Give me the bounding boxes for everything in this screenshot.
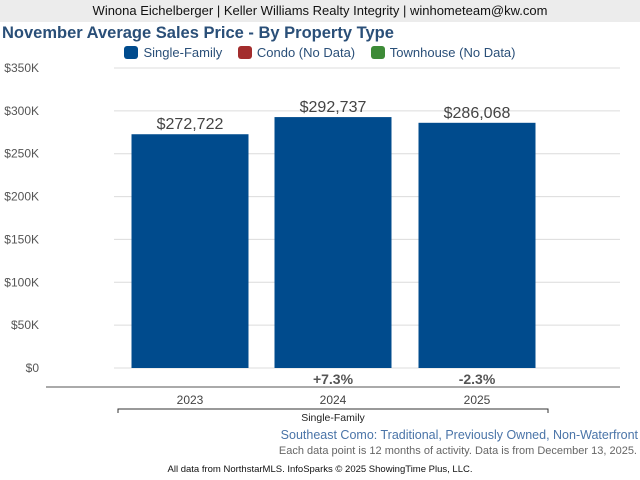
legend-label: Condo (No Data) [256, 45, 356, 60]
region-subtitle: Southeast Como: Traditional, Previously … [280, 428, 638, 442]
y-tick-label: $350K [4, 61, 39, 75]
group-label: Single-Family [301, 412, 365, 424]
data-note: Each data point is 12 months of activity… [278, 445, 637, 457]
x-tick-label: 2024 [320, 393, 347, 407]
legend-swatch [237, 46, 252, 59]
legend-item-condo[interactable]: Condo (No Data) [237, 45, 356, 60]
change-label: +7.3% [313, 371, 354, 387]
agent-contact-bar: Winona Eichelberger | Keller Williams Re… [0, 0, 640, 22]
chart-legend: Single-Family Condo (No Data) Townhouse … [0, 45, 640, 60]
y-tick-label: $100K [4, 275, 39, 289]
bar-chart: $0 $50K $100K $150K $200K $250K $300K $350K $272… [4, 61, 620, 424]
x-tick-label: 2023 [177, 393, 204, 407]
legend-swatch [124, 46, 139, 59]
legend-item-townhouse[interactable]: Townhouse (No Data) [370, 45, 516, 60]
data-label: $272,722 [157, 116, 224, 133]
y-tick-label: $250K [4, 147, 39, 161]
chart-title: November Average Sales Price - By Proper… [2, 24, 394, 42]
bar-2023 [131, 134, 249, 368]
group-bracket [117, 408, 549, 413]
y-tick-label: $150K [4, 232, 39, 246]
bar-2025 [418, 122, 536, 368]
change-label: -2.3% [459, 371, 496, 387]
bar-2024 [274, 117, 392, 368]
legend-label: Townhouse (No Data) [389, 45, 516, 60]
legend-label: Single-Family [143, 45, 223, 60]
y-tick-label: $50K [11, 318, 39, 332]
data-label: $292,737 [300, 99, 367, 116]
y-tick-label: $200K [4, 190, 39, 204]
y-tick-label: $300K [4, 104, 39, 118]
data-label: $286,068 [444, 105, 511, 122]
x-tick-label: 2025 [464, 393, 491, 407]
y-tick-label: $0 [26, 361, 40, 375]
footer-credit: All data from NorthstarMLS. InfoSparks ©… [167, 464, 473, 475]
legend-item-single-family[interactable]: Single-Family [124, 45, 222, 60]
legend-swatch [370, 46, 385, 59]
